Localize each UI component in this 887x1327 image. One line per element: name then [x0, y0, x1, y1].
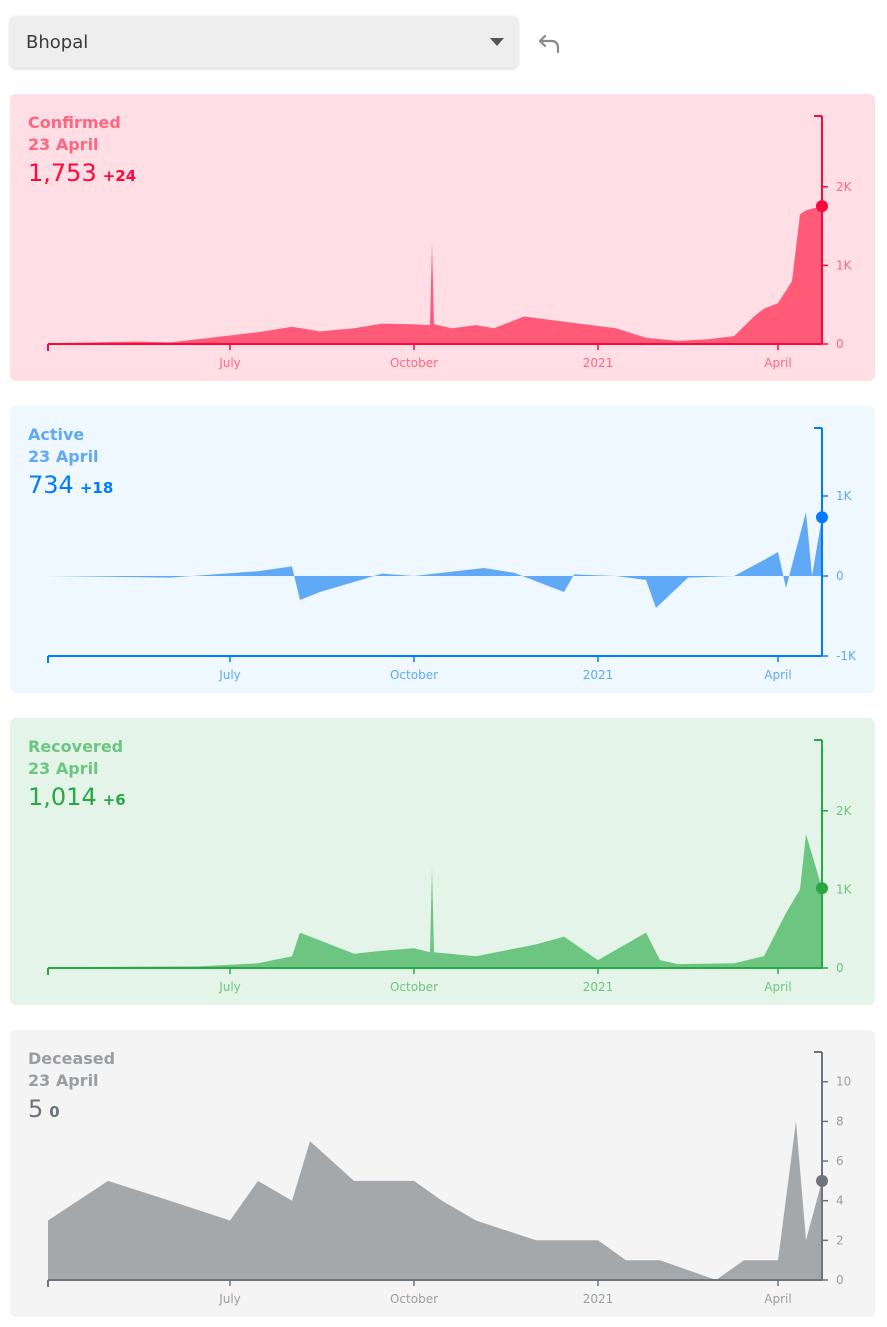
x-tick-label: April	[764, 356, 791, 370]
panel-delta: 0	[49, 1103, 60, 1121]
y-tick-label: 10	[836, 1075, 851, 1089]
x-tick-label: October	[390, 668, 438, 682]
chart-svg: July October 2021 April 1K 0 -1K	[47, 427, 857, 682]
y-tick-label: 1K	[836, 258, 853, 272]
deceased-panel: July October 2021 April 10 8 6 4 2 0 Deceased 23 …	[10, 1030, 875, 1317]
y-tick-label: 2	[836, 1233, 844, 1247]
y-tick-label: 0	[836, 569, 844, 583]
panel-delta: +6	[102, 791, 126, 809]
panel-title: Active	[28, 425, 85, 444]
y-tick-label: 2K	[836, 180, 853, 194]
y-tick-label: 0	[836, 337, 844, 351]
chevron-down-icon	[490, 38, 504, 46]
chart-svg: July October 2021 April 2K 1K 0	[47, 115, 853, 370]
y-tick-label: 2K	[836, 804, 853, 818]
x-tick-label: 2021	[583, 668, 614, 682]
x-tick-label: October	[390, 980, 438, 994]
chart-svg: July October 2021 April 10 8 6 4 2 0	[47, 1051, 851, 1306]
recovered-panel: July October 2021 April 2K 1K 0 Recovered 23 A…	[10, 718, 875, 1005]
panel-title: Confirmed	[28, 113, 121, 132]
panel-value-line: 1,753 +24	[28, 156, 136, 193]
panel-date: 23 April	[28, 1071, 99, 1090]
y-tick-label: -1K	[836, 649, 857, 663]
panel-date: 23 April	[28, 447, 99, 466]
x-tick-label: July	[218, 668, 241, 682]
undo-icon[interactable]	[536, 30, 562, 56]
x-tick-label: April	[764, 1292, 791, 1306]
y-tick-label: 1K	[836, 489, 853, 503]
y-tick-label: 6	[836, 1154, 844, 1168]
current-value-marker	[816, 1174, 828, 1187]
current-value-marker	[816, 882, 828, 895]
series-area	[48, 512, 822, 608]
y-tick-label: 0	[836, 1273, 844, 1287]
district-select[interactable]: Bhopal	[10, 16, 518, 68]
y-tick-label: 0	[836, 961, 844, 975]
chart-svg: July October 2021 April 2K 1K 0	[47, 739, 853, 994]
series-area	[48, 206, 822, 344]
series-area	[48, 834, 822, 968]
x-tick-label: 2021	[583, 980, 614, 994]
x-tick-label: April	[764, 980, 791, 994]
y-tick-label: 4	[836, 1194, 844, 1208]
current-value-marker	[816, 200, 828, 213]
panel-value: 734	[28, 471, 74, 499]
panel-delta: +18	[79, 479, 114, 497]
panel-title: Recovered	[28, 737, 124, 756]
panel-title: Deceased	[28, 1049, 116, 1068]
series-area	[48, 1121, 822, 1280]
x-tick-label: October	[390, 1292, 438, 1306]
x-tick-label: April	[764, 668, 791, 682]
panel-value: 1,014	[28, 783, 97, 811]
panel-value: 1,753	[28, 159, 97, 187]
active-panel: July October 2021 April 1K 0 -1K Active 23 Apr…	[10, 406, 875, 693]
x-tick-label: October	[390, 356, 438, 370]
panel-value: 5	[28, 1095, 44, 1123]
panel-date: 23 April	[28, 759, 99, 778]
confirmed-panel: July October 2021 April 2K 1K 0 Confirmed 23 A…	[10, 94, 875, 381]
x-tick-label: 2021	[583, 1292, 614, 1306]
top-bar: Bhopal	[10, 16, 880, 70]
panel-value-line: 1,014 +6	[28, 780, 126, 817]
x-tick-label: July	[218, 980, 241, 994]
panel-delta: +24	[102, 167, 137, 185]
panel-value-line: 734 +18	[28, 468, 113, 505]
x-tick-label: July	[218, 356, 241, 370]
panel-date: 23 April	[28, 135, 99, 154]
current-value-marker	[816, 511, 828, 524]
y-tick-label: 8	[836, 1114, 844, 1128]
x-tick-label: July	[218, 1292, 241, 1306]
district-select-value: Bhopal	[26, 31, 89, 53]
x-tick-label: 2021	[583, 356, 614, 370]
y-tick-label: 1K	[836, 882, 853, 896]
